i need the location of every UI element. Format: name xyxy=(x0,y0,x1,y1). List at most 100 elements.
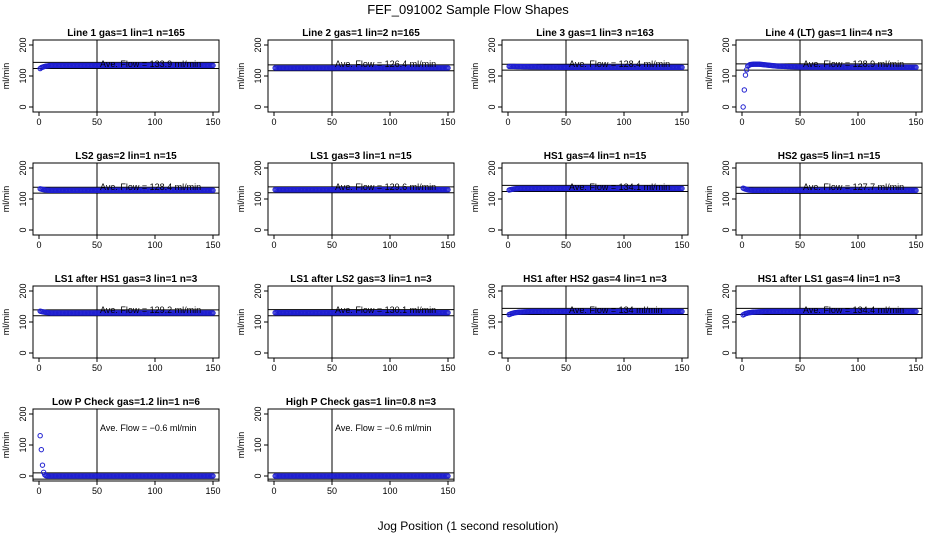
data-point xyxy=(38,446,45,453)
y-tick-label: 100 xyxy=(487,314,497,329)
y-axis-label: ml/min xyxy=(470,186,480,213)
x-tick-label: 50 xyxy=(795,240,805,250)
y-tick-label: 100 xyxy=(253,191,263,206)
y-tick-label: 200 xyxy=(253,283,263,298)
y-tick-label: 100 xyxy=(253,314,263,329)
data-points xyxy=(272,65,451,71)
chart-panel-3: Line 3 gas=1 lin=3 n=163 0 50 100 150 0 100 200… xyxy=(470,28,690,127)
y-tick-label: 100 xyxy=(721,68,731,83)
chart-panel-2: Line 2 gas=1 lin=2 n=165 0 50 100 150 0 100 200… xyxy=(236,28,456,127)
panel-title: HS1 after HS2 gas=4 lin=1 n=3 xyxy=(523,274,667,285)
y-axis-label: ml/min xyxy=(704,63,714,90)
x-tick-label: 150 xyxy=(908,117,923,127)
data-point xyxy=(740,104,746,110)
chart-panel-1: Line 1 gas=1 lin=1 n=165 0 50 100 150 0 100 200… xyxy=(1,28,221,127)
data-point xyxy=(679,64,685,71)
y-tick-label: 0 xyxy=(487,227,497,232)
data-points xyxy=(37,62,216,72)
y-tick-label: 200 xyxy=(721,160,731,175)
x-tick-label: 150 xyxy=(205,363,220,373)
y-tick-label: 200 xyxy=(487,37,497,52)
x-tick-label: 0 xyxy=(271,240,276,250)
x-tick-label: 50 xyxy=(327,240,337,250)
data-points xyxy=(506,308,685,318)
chart-panel-11: HS1 after HS2 gas=4 lin=1 n=3 0 50 100 150 0 1… xyxy=(470,274,690,373)
y-axis-label: ml/min xyxy=(704,309,714,336)
avg-flow-annotation: Ave. Flow = 133.9 ml/min xyxy=(100,59,201,69)
x-tick-label: 150 xyxy=(908,240,923,250)
data-points xyxy=(740,308,919,318)
chart-panel-10: LS1 after LS2 gas=3 lin=1 n=3 0 50 100 150 0 1… xyxy=(236,274,456,373)
x-tick-label: 50 xyxy=(92,486,102,496)
x-tick-label: 0 xyxy=(271,486,276,496)
figure-title: FEF_091002 Sample Flow Shapes xyxy=(367,2,569,17)
y-tick-label: 200 xyxy=(253,160,263,175)
y-tick-label: 0 xyxy=(253,350,263,355)
x-tick-label: 100 xyxy=(616,117,631,127)
avg-flow-annotation: Ave. Flow = 129.6 ml/min xyxy=(335,182,436,192)
data-point xyxy=(913,64,919,71)
y-axis-label: ml/min xyxy=(704,186,714,213)
y-tick-label: 200 xyxy=(487,160,497,175)
x-tick-label: 0 xyxy=(271,363,276,373)
x-tick-label: 0 xyxy=(505,240,510,250)
y-tick-label: 200 xyxy=(18,160,28,175)
x-tick-label: 50 xyxy=(92,363,102,373)
avg-flow-annotation: Ave. Flow = 134.4 ml/min xyxy=(803,305,904,315)
x-tick-label: 100 xyxy=(850,240,865,250)
chart-panel-8: HS2 gas=5 lin=1 n=15 0 50 100 150 0 100 200 ml/m… xyxy=(704,151,924,250)
chart-panel-5: LS2 gas=2 lin=1 n=15 0 50 100 150 0 100 200 ml/m… xyxy=(1,151,221,250)
avg-flow-annotation: Ave. Flow = 129.2 ml/min xyxy=(100,305,201,315)
data-point xyxy=(37,433,43,439)
panel-title: LS1 gas=3 lin=1 n=15 xyxy=(310,151,412,162)
x-tick-label: 150 xyxy=(440,117,455,127)
plot-frame xyxy=(735,285,923,359)
y-tick-label: 200 xyxy=(721,37,731,52)
data-points xyxy=(272,187,451,193)
plot-frame xyxy=(32,39,220,113)
data-point xyxy=(445,310,451,316)
x-tick-label: 100 xyxy=(382,240,397,250)
x-tick-label: 100 xyxy=(147,117,162,127)
panel-title: Low P Check gas=1.2 lin=1 n=6 xyxy=(52,397,200,408)
plot-frame xyxy=(32,408,220,482)
panel-title: HS2 gas=5 lin=1 n=15 xyxy=(778,151,881,162)
data-point xyxy=(210,187,216,194)
y-tick-label: 200 xyxy=(721,283,731,298)
data-points xyxy=(37,308,216,316)
x-tick-label: 0 xyxy=(505,117,510,127)
plot-frame xyxy=(267,162,455,236)
plot-frame xyxy=(267,285,455,359)
y-axis-label: ml/min xyxy=(1,309,11,336)
x-tick-label: 0 xyxy=(505,363,510,373)
y-tick-label: 0 xyxy=(487,104,497,109)
y-tick-label: 100 xyxy=(18,68,28,83)
data-points xyxy=(37,186,216,194)
y-tick-label: 0 xyxy=(18,104,28,109)
avg-flow-annotation: Ave. Flow = 126.4 ml/min xyxy=(335,59,436,69)
y-tick-label: 0 xyxy=(18,473,28,478)
panel-title: HS1 after LS1 gas=4 lin=1 n=3 xyxy=(758,274,901,285)
data-points xyxy=(506,185,685,193)
x-tick-label: 150 xyxy=(440,486,455,496)
panel-title: Line 3 gas=1 lin=3 n=163 xyxy=(536,28,654,39)
y-tick-label: 0 xyxy=(487,350,497,355)
y-tick-label: 0 xyxy=(721,104,731,109)
x-tick-label: 150 xyxy=(674,117,689,127)
y-tick-label: 0 xyxy=(18,350,28,355)
y-axis-label: ml/min xyxy=(236,309,246,336)
avg-flow-annotation: Ave. Flow = 134.1 ml/min xyxy=(569,182,670,192)
x-tick-label: 50 xyxy=(92,240,102,250)
chart-panel-4: Line 4 (LT) gas=1 lin=4 n=3 0 50 100 150 0 100… xyxy=(704,28,924,127)
x-tick-label: 50 xyxy=(561,363,571,373)
plot-frame xyxy=(267,408,455,482)
avg-flow-annotation: Ave. Flow = 128.4 ml/min xyxy=(100,182,201,192)
panel-title: LS1 after HS1 gas=3 lin=1 n=3 xyxy=(55,274,198,285)
avg-flow-annotation: Ave. Flow = 130.1 ml/min xyxy=(335,305,436,315)
panel-title: HS1 gas=4 lin=1 n=15 xyxy=(544,151,647,162)
x-tick-label: 0 xyxy=(739,363,744,373)
panel-title: High P Check gas=1 lin=0.8 n=3 xyxy=(286,397,437,408)
y-tick-label: 200 xyxy=(18,406,28,421)
x-tick-label: 0 xyxy=(36,363,41,373)
